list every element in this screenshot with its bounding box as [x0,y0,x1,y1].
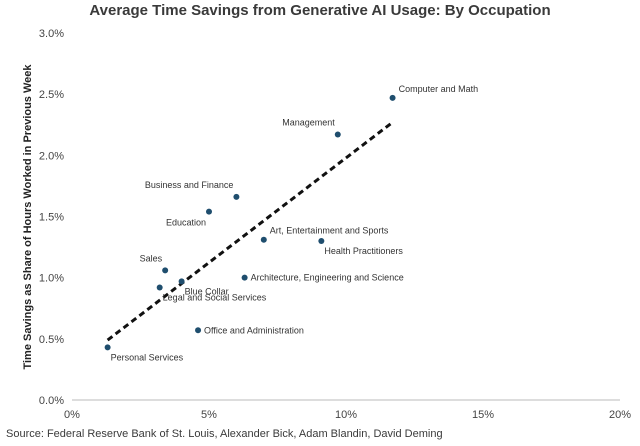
data-point [178,278,185,285]
y-tick-label: 2.0% [39,150,64,162]
chart-title: Average Time Savings from Generative AI … [89,2,551,19]
data-point [241,274,248,281]
data-point [206,208,212,215]
point-label: Computer and Math [399,84,479,94]
data-point [195,327,202,334]
point-label: Architecture, Engineering and Science [251,273,404,283]
point-labels: Computer and Math Management Business and … [111,84,479,363]
point-label: Management [282,118,335,128]
source-note: Source: Federal Reserve Bank of St. Loui… [6,428,443,440]
data-point [233,193,240,200]
y-tick-label: 3.0% [39,28,64,40]
point-label: Office and Administration [204,325,304,335]
x-tick-label: 5% [201,409,217,421]
data-point [162,267,169,274]
x-tick-label: 10% [335,409,357,421]
point-label: Sales [140,253,163,263]
y-tick-label: 1.5% [39,212,64,224]
point-label: Blue Collar [185,286,229,296]
data-point [260,236,267,243]
y-tick-label: 2.5% [39,89,64,101]
point-label: Legal and Social Services [163,292,267,302]
data-point [104,344,111,351]
y-tick-label: 0.0% [39,395,64,407]
data-point [156,284,163,291]
y-axis-label: Time Savings as Share of Hours Worked in… [22,64,34,370]
data-points [104,94,396,351]
y-tick-label: 1.0% [39,273,64,285]
point-label: Education [166,218,206,228]
tick-labels: 0.0% 0.5% 1.0% 1.5% 2.0% 2.5% 3.0% 0% 5% 10% 15% 20… [39,28,631,421]
point-label: Art, Entertainment and Sports [270,226,389,236]
point-label: Health Practitioners [324,246,403,256]
x-tick-label: 20% [609,409,631,421]
data-point [389,94,396,101]
x-tick-label: 0% [64,409,80,421]
data-point [334,131,341,138]
point-label: Personal Services [111,352,184,362]
data-point [318,237,325,244]
y-tick-label: 0.5% [39,334,64,346]
point-label: Business and Finance [145,180,234,190]
x-tick-label: 15% [472,409,494,421]
